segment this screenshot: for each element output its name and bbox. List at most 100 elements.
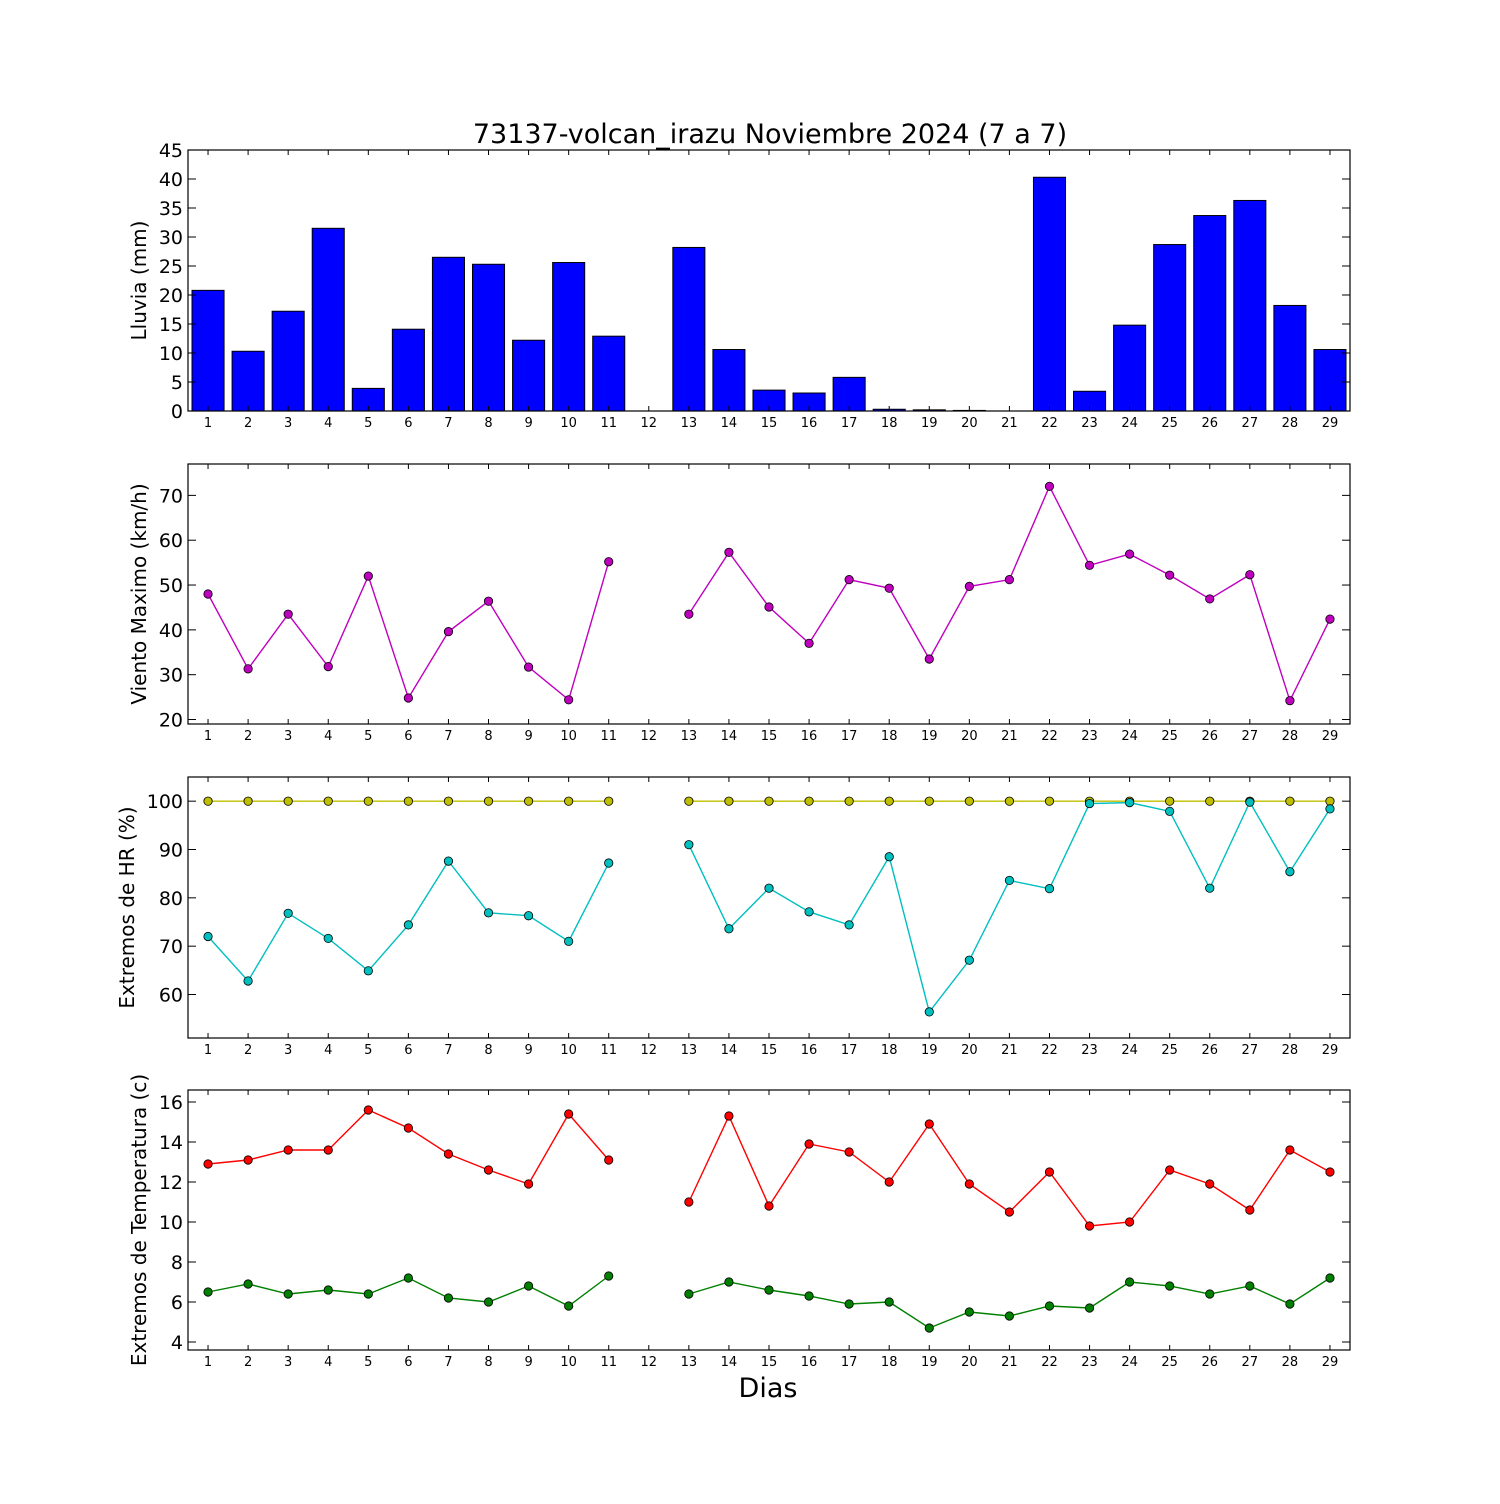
data-point — [844, 575, 854, 585]
y-tick-label: 30 — [159, 227, 183, 249]
data-point — [724, 1277, 734, 1287]
x-tick-label: 28 — [1282, 729, 1299, 744]
rain-bar — [471, 263, 506, 412]
data-point — [804, 1139, 814, 1149]
rain-bar — [712, 349, 746, 412]
data-point — [283, 609, 293, 619]
data-point — [403, 1273, 413, 1283]
x-tick-label: 8 — [484, 729, 492, 744]
rain-bar — [431, 256, 465, 412]
x-tick-label: 26 — [1201, 1355, 1218, 1370]
x-tick-label: 8 — [484, 416, 492, 431]
x-tick-label: 15 — [761, 1043, 778, 1058]
x-tick-label: 17 — [841, 416, 858, 431]
x-tick-label: 2 — [244, 1355, 252, 1370]
data-point — [1084, 560, 1095, 570]
x-tick-label: 2 — [244, 1043, 252, 1058]
data-point — [483, 908, 494, 918]
x-tick-label: 23 — [1081, 729, 1098, 744]
y-tick-label: 60 — [159, 530, 183, 552]
x-tick-label: 22 — [1041, 1355, 1058, 1370]
x-tick-label: 21 — [1001, 1355, 1018, 1370]
rain-bar — [1113, 324, 1147, 412]
rain-bar — [832, 376, 866, 412]
data-point — [403, 1123, 413, 1133]
x-tick-label: 11 — [600, 1355, 617, 1370]
data-point — [1165, 1165, 1175, 1175]
x-tick-label: 9 — [524, 1043, 532, 1058]
x-tick-label: 4 — [324, 416, 332, 431]
rain-bar — [672, 246, 706, 412]
x-tick-label: 14 — [721, 1355, 738, 1370]
data-point — [1084, 1221, 1095, 1231]
x-tick-label: 6 — [404, 1043, 412, 1058]
rain-bar — [191, 289, 225, 412]
x-tick-label: 3 — [284, 1043, 292, 1058]
x-tick-label: 18 — [881, 729, 898, 744]
x-tick-label: 6 — [404, 416, 412, 431]
x-tick-label: 28 — [1282, 416, 1299, 431]
data-point — [1084, 1303, 1095, 1313]
x-tick-label: 1 — [204, 1043, 212, 1058]
data-point — [724, 924, 734, 934]
x-tick-label: 11 — [600, 1043, 617, 1058]
x-tick-label: 14 — [721, 729, 738, 744]
data-point — [884, 583, 894, 593]
x-tick-label: 2 — [244, 729, 252, 744]
x-tick-label: 10 — [560, 729, 577, 744]
x-tick-label: 16 — [801, 729, 818, 744]
data-point — [243, 796, 253, 806]
x-tick-label: 7 — [444, 416, 452, 431]
data-point — [844, 1147, 854, 1157]
x-tick-label: 8 — [484, 1043, 492, 1058]
data-point — [203, 1159, 213, 1169]
y-tick-label: 35 — [159, 198, 183, 220]
x-tick-label: 20 — [961, 1355, 978, 1370]
data-point — [443, 1293, 454, 1303]
data-point — [283, 796, 293, 806]
data-point — [1044, 481, 1055, 492]
humidity-panel: 1 2 3 4 5 6 7 8 9 10 11 12 13 14 15 16 17 18 19 20 21 22 23 24 2… — [115, 776, 1351, 1058]
data-point — [1044, 884, 1055, 894]
y-tick-label: 40 — [159, 620, 183, 642]
x-tick-label: 18 — [881, 416, 898, 431]
x-tick-label: 12 — [641, 1355, 658, 1370]
x-tick-label: 1 — [204, 1355, 212, 1370]
data-point — [523, 1179, 534, 1189]
temperature-panel: 1 2 3 4 5 6 7 8 9 10 11 12 13 14 15 16 17 18 19 20 21 22 23 24 2… — [127, 1074, 1351, 1370]
data-point — [924, 796, 934, 806]
data-point — [1004, 1207, 1015, 1217]
data-point — [604, 1271, 614, 1281]
x-tick-label: 15 — [761, 1355, 778, 1370]
data-point — [203, 931, 213, 942]
x-tick-label: 17 — [841, 1043, 858, 1058]
y-tick-label: 30 — [159, 665, 183, 687]
x-tick-label: 19 — [921, 1355, 938, 1370]
x-tick-label: 4 — [324, 1043, 332, 1058]
data-point — [604, 1155, 614, 1165]
x-tick-label: 10 — [560, 1355, 577, 1370]
x-tick-label: 23 — [1081, 416, 1098, 431]
data-point — [1245, 1281, 1255, 1291]
x-tick-label: 25 — [1161, 729, 1178, 744]
y-tick-label: 50 — [159, 575, 183, 597]
data-point — [323, 1285, 333, 1295]
x-tick-label: 9 — [524, 1355, 532, 1370]
x-tick-label: 22 — [1041, 1043, 1058, 1058]
data-point — [884, 852, 894, 862]
data-point — [483, 596, 494, 606]
wind-panel: 1 2 3 4 5 6 7 8 9 10 11 12 13 14 15 16 17 18 19 20 21 22 23 24 2… — [127, 463, 1351, 744]
data-point — [1205, 1179, 1215, 1189]
data-point — [483, 1165, 494, 1175]
data-point — [403, 796, 413, 806]
data-point — [1245, 1205, 1255, 1215]
data-point — [1004, 875, 1015, 886]
data-point — [564, 1301, 574, 1311]
y-axis-label: Extremos de Temperatura (c) — [127, 1074, 151, 1366]
x-axis-label: Dias — [739, 1373, 798, 1404]
rain-bar — [592, 335, 626, 412]
x-tick-label: 7 — [444, 729, 452, 744]
x-tick-label: 19 — [921, 416, 938, 431]
y-tick-label: 6 — [171, 1292, 183, 1314]
